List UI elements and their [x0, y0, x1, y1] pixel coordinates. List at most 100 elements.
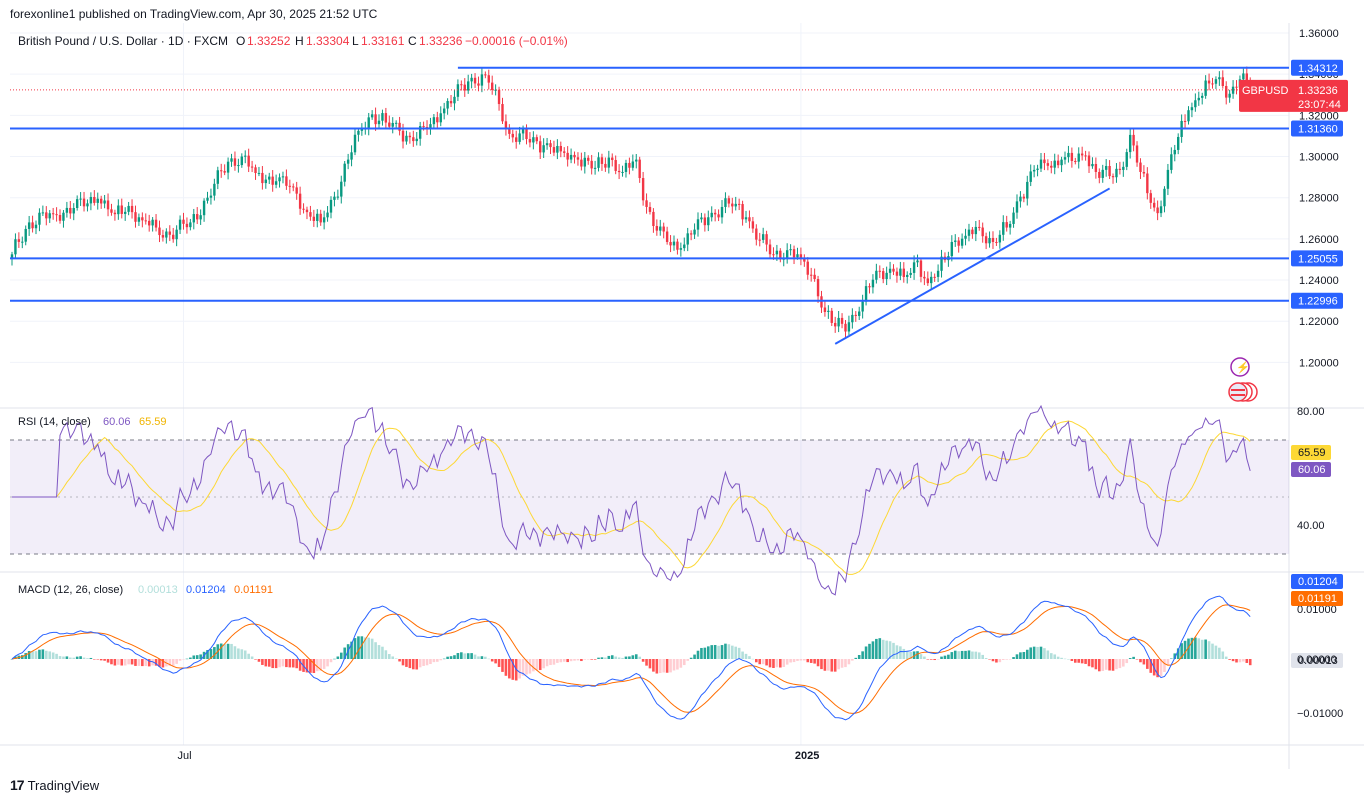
- candle-body: [511, 133, 514, 138]
- candle-body: [72, 208, 75, 214]
- us-flag-icon[interactable]: [1228, 382, 1248, 402]
- macd-hist-bar: [628, 656, 631, 659]
- macd-hist-bar: [799, 659, 803, 661]
- candle-body: [861, 301, 864, 312]
- candle-body: [1146, 173, 1149, 194]
- chart-frame[interactable]: British Pound / U.S. Dollar · 1D · FXCM …: [0, 23, 1364, 769]
- candle-body: [192, 214, 195, 223]
- candle-body: [1043, 159, 1046, 164]
- candle-body: [847, 322, 851, 332]
- candle-body: [463, 84, 466, 91]
- macd-hist-bar: [857, 654, 861, 659]
- candle-body: [1190, 107, 1194, 111]
- macd-hist-bar: [755, 659, 758, 663]
- candle-body: [312, 216, 316, 221]
- macd-hist-bar: [24, 653, 28, 659]
- macd-hist-bar: [748, 656, 751, 659]
- candle-body: [1080, 153, 1084, 156]
- macd-hist-bar: [669, 659, 672, 673]
- macd-hist-bar: [693, 654, 696, 659]
- macd-hist-bar: [868, 643, 871, 659]
- candle-body: [350, 152, 353, 160]
- last-price-symbol: GBPUSD: [1242, 85, 1289, 97]
- candle-body: [600, 157, 604, 164]
- lightning-icon[interactable]: [1230, 357, 1250, 377]
- candle-body: [878, 270, 881, 272]
- macd-hist-bar: [1132, 656, 1135, 659]
- macd-hist-bar: [460, 652, 463, 659]
- candle-body: [765, 234, 768, 245]
- macd-hist-bar: [1005, 659, 1008, 660]
- macd-hist-bar: [569, 659, 573, 662]
- macd-hist-bar: [463, 653, 467, 659]
- macd-hist-bar: [199, 654, 202, 659]
- macd-hist-bar: [1118, 659, 1122, 669]
- macd-hist-bar: [295, 659, 298, 669]
- macd-hist-bar: [484, 656, 487, 659]
- candle-body: [710, 212, 713, 218]
- macd-hist-bar: [339, 652, 343, 659]
- macd-hist-bar: [353, 638, 357, 659]
- macd-hist-bar: [580, 659, 583, 662]
- macd-hist-bar: [1056, 656, 1060, 659]
- candle-body: [432, 117, 436, 125]
- macd-hist-bar: [936, 659, 940, 660]
- macd-hist-bar: [137, 659, 141, 666]
- macd-hist-bar: [665, 659, 669, 673]
- candle-body: [1211, 83, 1214, 85]
- candle-body: [1098, 171, 1101, 178]
- macd-hist-bar: [1080, 659, 1084, 664]
- candle-body: [573, 154, 576, 158]
- candle-body: [230, 158, 233, 162]
- macd-hist-bar: [929, 659, 933, 660]
- macd-hist-bar: [875, 638, 878, 659]
- candle-body: [854, 314, 857, 316]
- macd-hist-bar: [130, 659, 134, 665]
- macd-hist-bar: [326, 659, 329, 667]
- macd-hist-bar: [696, 650, 700, 659]
- candle-body: [1197, 97, 1200, 101]
- chart-grid: [10, 23, 1289, 745]
- macd-hist-bar: [1039, 646, 1043, 659]
- candle-body: [779, 250, 782, 260]
- candle-body: [545, 143, 549, 146]
- macd-hist-bar: [1197, 638, 1201, 659]
- candle-body: [1139, 162, 1142, 172]
- macd-hist-bar: [257, 659, 261, 662]
- event-markers: ⚡: [1228, 357, 1258, 402]
- candle-body: [442, 108, 446, 114]
- candle-body: [792, 249, 796, 258]
- candlestick-series: [10, 66, 1252, 339]
- candle-body: [611, 157, 614, 161]
- macd-title: MACD (12, 26, close): [18, 584, 123, 596]
- macd-hist-bar: [141, 659, 144, 667]
- macd-hist-bar: [1183, 640, 1187, 659]
- macd-hist-bar: [182, 659, 185, 660]
- macd-hist-bar: [1049, 653, 1053, 659]
- candle-body: [789, 249, 792, 251]
- macd-hist-bar: [710, 645, 714, 659]
- candle-body: [528, 139, 532, 143]
- footer-brand[interactable]: 17 TradingView: [10, 777, 99, 793]
- macd-hist-bar: [388, 654, 391, 659]
- candle-body: [381, 113, 384, 121]
- candle-body: [1002, 222, 1005, 235]
- candle-body: [154, 219, 158, 228]
- symbol-title: British Pound / U.S. Dollar · 1D · FXCM: [18, 34, 228, 48]
- macd-hist-bar: [549, 659, 552, 666]
- macd-hist-bar: [607, 655, 611, 659]
- candle-body: [281, 176, 285, 178]
- candle-body: [1163, 188, 1166, 207]
- candle-body: [127, 205, 130, 212]
- candle-body: [741, 204, 744, 220]
- macd-hist-bar: [237, 648, 240, 659]
- macd-hist-bar: [1159, 659, 1163, 677]
- candle-body: [120, 205, 123, 214]
- level-badge-text: 1.22996: [1298, 296, 1338, 308]
- price-tick-label: 1.32000: [1299, 110, 1339, 122]
- macd-hist-bar: [1115, 659, 1118, 670]
- candle-body: [758, 239, 761, 241]
- macd-hist-bar: [120, 659, 124, 666]
- macd-hist-bar: [988, 659, 991, 660]
- macd-hist-bar: [545, 659, 549, 667]
